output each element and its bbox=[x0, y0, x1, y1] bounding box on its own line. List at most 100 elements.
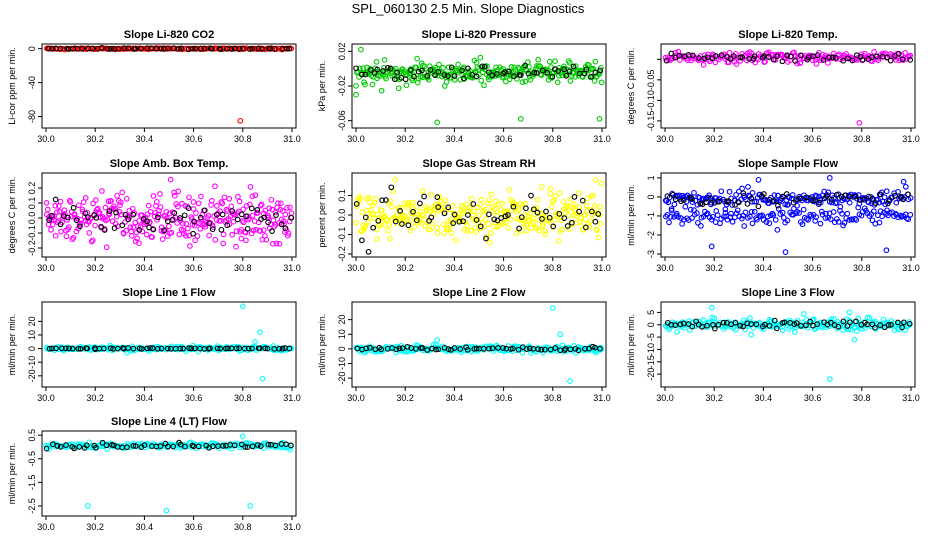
data-point bbox=[233, 243, 239, 250]
data-point bbox=[125, 213, 132, 220]
data-point bbox=[157, 443, 164, 449]
data-point bbox=[751, 53, 758, 60]
data-point bbox=[384, 65, 391, 71]
data-point bbox=[189, 45, 196, 52]
data-point bbox=[837, 203, 844, 210]
x-tick-label: 30.6 bbox=[185, 522, 203, 532]
data-point bbox=[876, 219, 883, 226]
data-point bbox=[58, 228, 64, 235]
data-point bbox=[57, 198, 64, 205]
data-point bbox=[751, 208, 758, 215]
y-tick-label: 0.1 bbox=[27, 197, 37, 210]
data-point bbox=[754, 216, 760, 223]
data-point bbox=[257, 202, 264, 209]
data-point bbox=[115, 45, 122, 52]
data-point bbox=[273, 212, 279, 218]
data-point bbox=[190, 230, 196, 237]
data-point bbox=[130, 345, 137, 352]
data-point bbox=[695, 219, 701, 226]
data-point bbox=[718, 188, 725, 195]
data-point bbox=[435, 346, 442, 353]
y-tick-label: 0 bbox=[27, 346, 37, 351]
outlier-point bbox=[163, 507, 170, 514]
data-point bbox=[386, 222, 393, 228]
data-point bbox=[252, 192, 259, 199]
data-point bbox=[419, 188, 426, 194]
data-point bbox=[494, 71, 500, 77]
data-point bbox=[67, 199, 74, 205]
data-point bbox=[689, 195, 695, 202]
data-point bbox=[440, 64, 446, 71]
data-point bbox=[59, 345, 65, 352]
data-point bbox=[288, 345, 295, 352]
data-point bbox=[765, 54, 772, 60]
data-point bbox=[513, 230, 520, 237]
x-tick-label: 31.0 bbox=[593, 134, 611, 144]
data-point bbox=[441, 210, 448, 217]
data-point bbox=[478, 77, 485, 84]
x-tick-label: 30.6 bbox=[804, 134, 822, 144]
y-axis-title: ml/min per min. bbox=[7, 443, 17, 505]
y-axis-title: degrees C per min. bbox=[7, 177, 17, 254]
data-point bbox=[434, 194, 441, 200]
data-point bbox=[539, 183, 545, 190]
panel-title: Slope Li-820 Temp. bbox=[738, 29, 837, 41]
data-point bbox=[449, 203, 456, 209]
data-point bbox=[69, 345, 76, 352]
data-point bbox=[201, 207, 208, 214]
data-point bbox=[75, 202, 82, 209]
data-point bbox=[717, 220, 723, 227]
data-point bbox=[213, 211, 220, 218]
outlier-point bbox=[247, 503, 254, 509]
x-tick-label: 30.2 bbox=[705, 134, 723, 144]
data-point bbox=[873, 326, 879, 332]
data-point bbox=[523, 205, 529, 212]
data-point bbox=[814, 52, 821, 58]
data-point bbox=[46, 217, 52, 223]
outlier-point bbox=[851, 336, 858, 343]
data-point bbox=[511, 64, 518, 71]
data-point bbox=[673, 53, 680, 60]
data-point bbox=[539, 221, 546, 227]
data-point bbox=[706, 192, 712, 199]
data-point bbox=[353, 83, 359, 89]
data-point bbox=[571, 194, 578, 200]
data-point bbox=[664, 193, 671, 199]
data-point bbox=[461, 226, 468, 233]
data-point bbox=[254, 207, 261, 213]
data-point bbox=[407, 227, 414, 234]
data-point bbox=[242, 229, 248, 235]
data-point bbox=[164, 345, 171, 352]
data-point bbox=[138, 345, 145, 352]
data-point bbox=[583, 202, 590, 209]
data-point bbox=[143, 231, 150, 238]
data-point bbox=[708, 216, 715, 223]
data-point bbox=[410, 199, 416, 206]
data-point bbox=[549, 198, 556, 205]
data-point bbox=[868, 54, 875, 60]
data-point bbox=[155, 211, 162, 218]
data-point bbox=[150, 226, 157, 233]
x-tick-label: 30.2 bbox=[705, 393, 723, 403]
data-point bbox=[214, 45, 220, 52]
data-point bbox=[595, 234, 602, 241]
y-tick-label: -40 bbox=[27, 76, 37, 89]
data-point bbox=[129, 205, 136, 212]
data-point bbox=[102, 217, 109, 224]
data-point bbox=[183, 221, 190, 227]
data-point bbox=[249, 212, 256, 219]
data-point bbox=[510, 203, 517, 210]
data-point bbox=[870, 208, 877, 215]
data-point bbox=[592, 69, 599, 76]
data-point bbox=[511, 73, 517, 80]
data-point bbox=[101, 227, 108, 233]
data-point bbox=[555, 238, 562, 244]
data-point bbox=[872, 324, 878, 331]
data-point bbox=[387, 235, 393, 242]
data-point bbox=[195, 443, 202, 450]
outlier-point bbox=[856, 120, 863, 126]
data-point bbox=[505, 224, 512, 231]
data-point bbox=[287, 204, 293, 211]
data-point bbox=[895, 319, 901, 326]
